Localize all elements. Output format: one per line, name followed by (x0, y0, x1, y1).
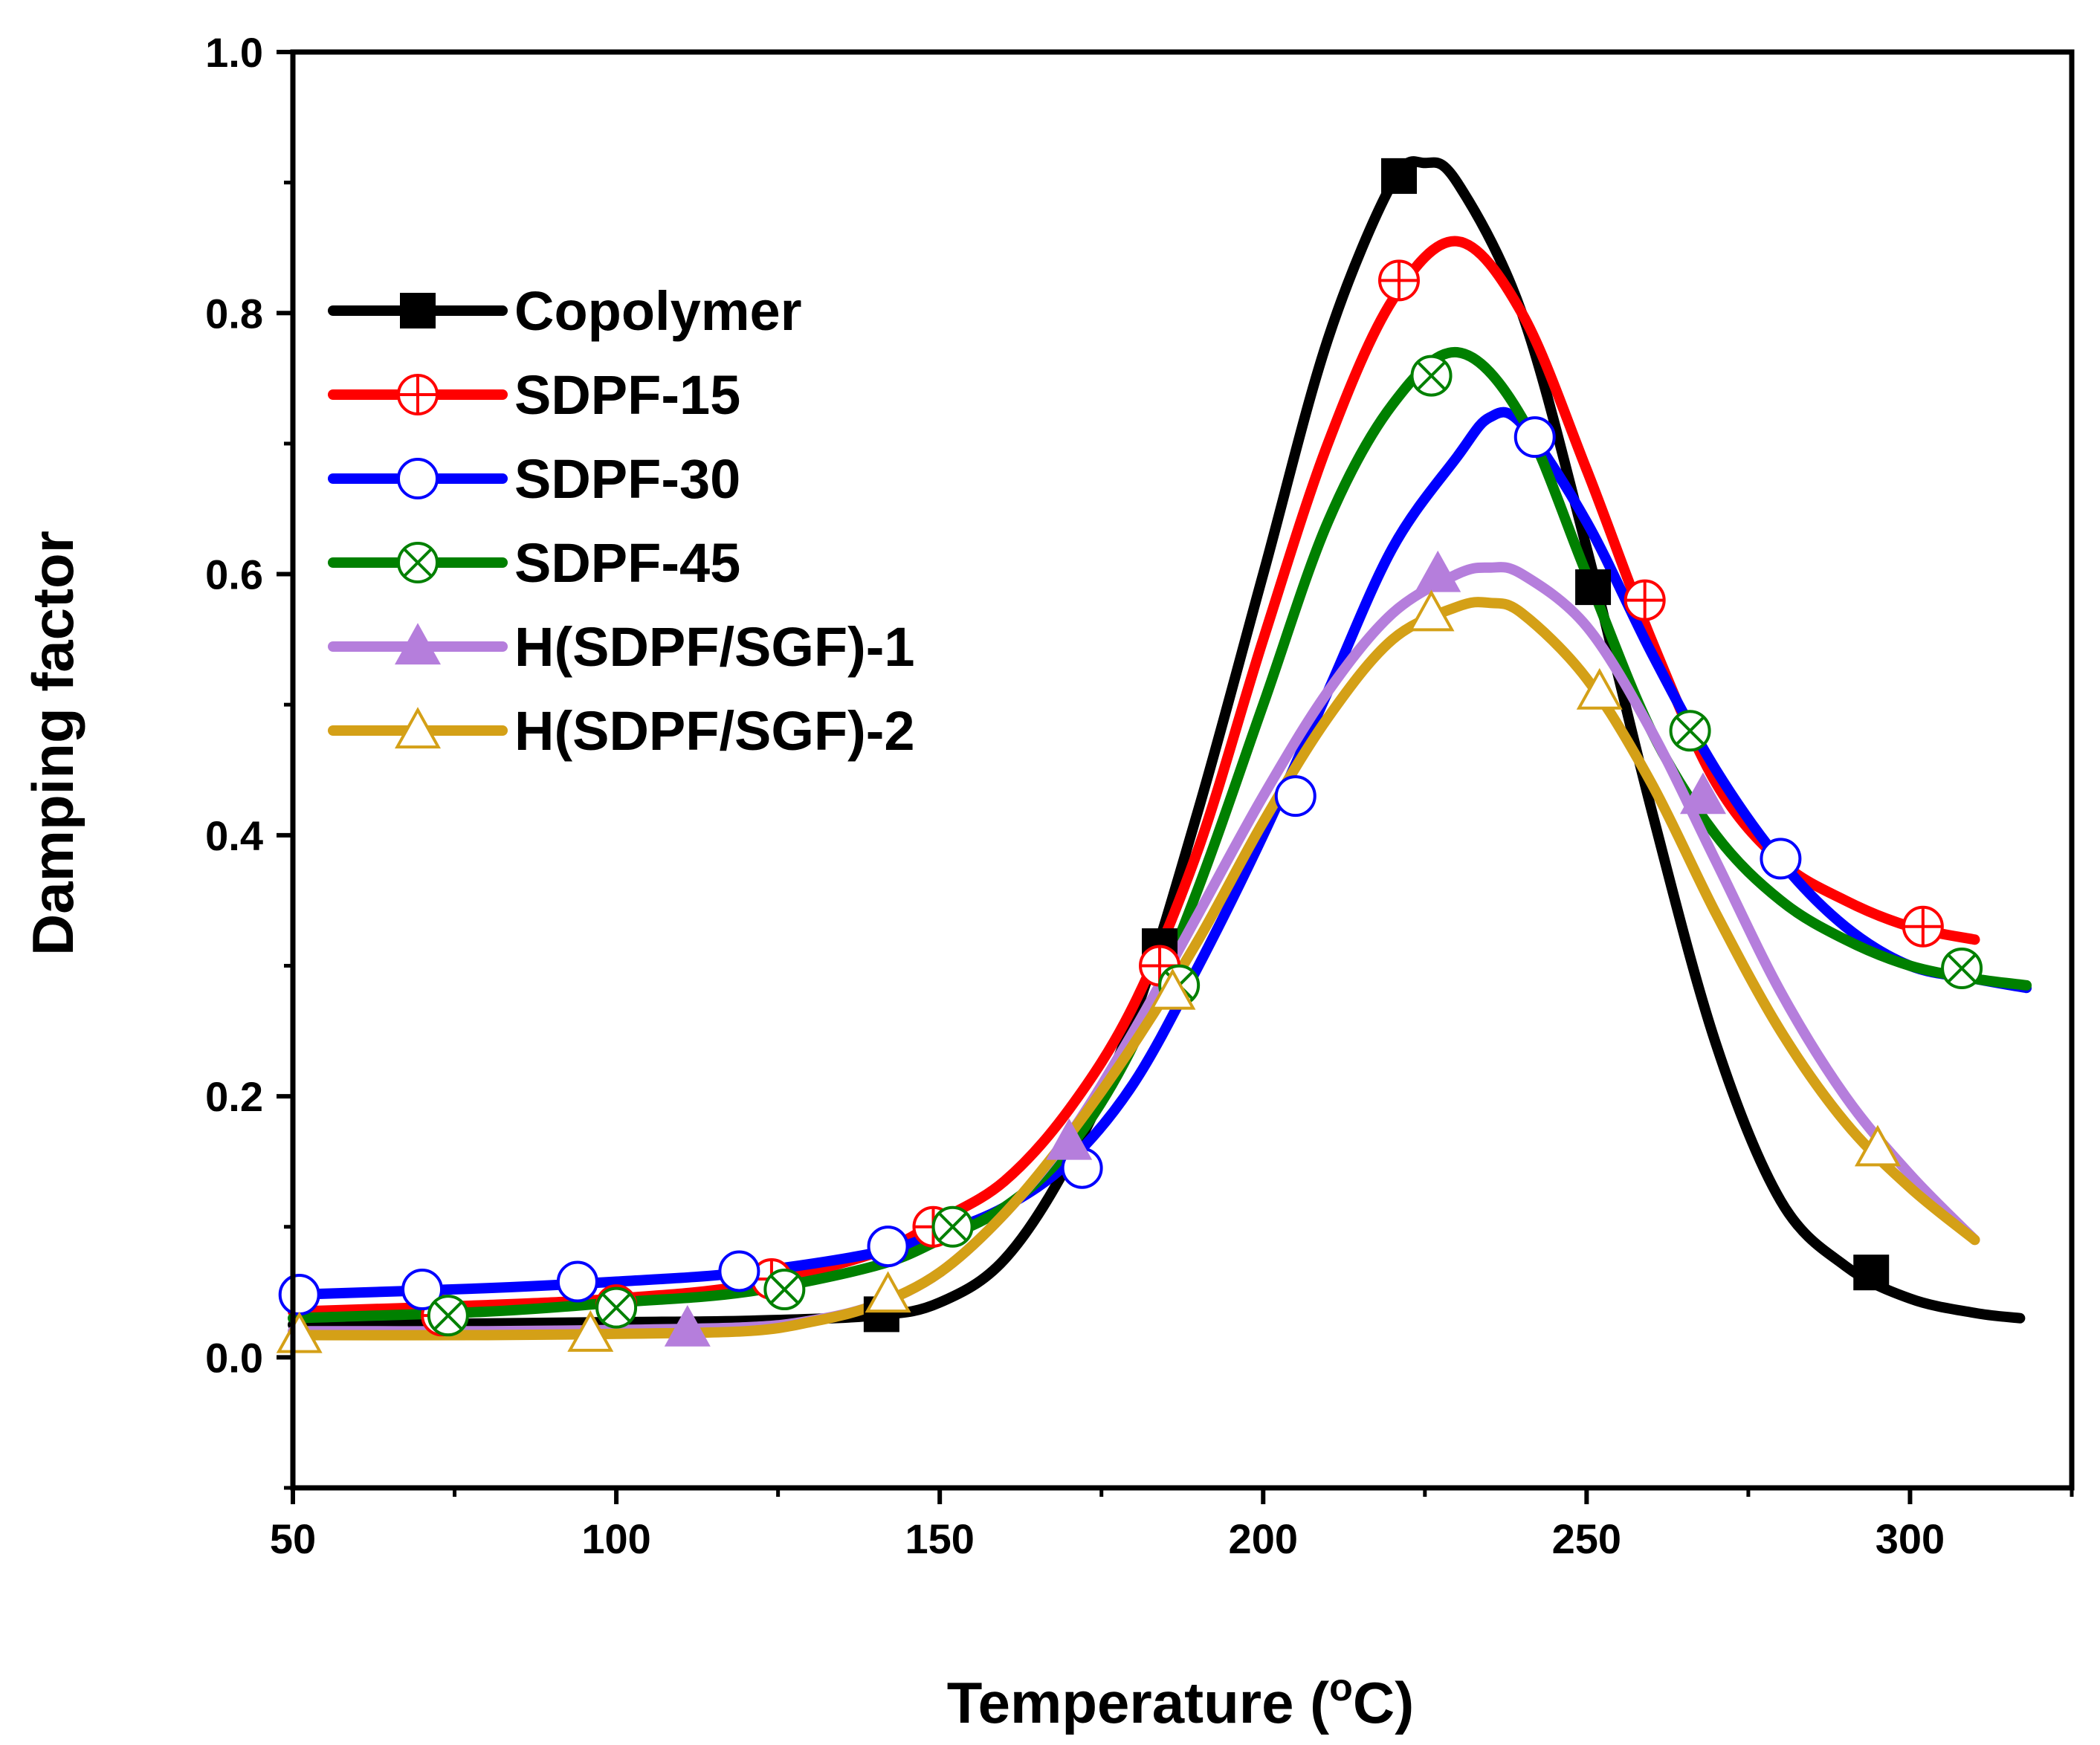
legend-entry-sdpf-30: SDPF-30 (328, 448, 740, 510)
legend-marker (397, 374, 439, 415)
legend-marker (400, 293, 436, 328)
legend: Copolymer SDPF-15 SDPF-30 SDPF-45 H(SDPF/SGF… (328, 280, 915, 762)
series-line-h-sdpf-sgf-2 (288, 597, 1980, 1341)
data-point-copolymer (1575, 569, 1612, 606)
data-point-copolymer (1381, 158, 1418, 194)
x-tick-label: 50 (270, 1515, 316, 1562)
data-point-h-sdpf-sgf-1 (1046, 1118, 1093, 1160)
legend-marker (397, 458, 439, 499)
legend-label: H(SDPF/SGF)-1 (514, 616, 915, 678)
legend-label: Copolymer (514, 280, 802, 342)
y-tick-label: 0.6 (205, 551, 263, 598)
x-tick-label: 150 (905, 1515, 974, 1562)
x-tick-label: 250 (1552, 1515, 1621, 1562)
y-tick-label: 1.0 (205, 29, 263, 76)
x-axis-title-unit: C) (1353, 1670, 1414, 1735)
legend-label: H(SDPF/SGF)-2 (514, 700, 915, 762)
series-line-h-sdpf-sgf-1 (288, 562, 1980, 1337)
data-point-h-sdpf-sgf-2 (1576, 667, 1623, 710)
data-point-sdpf-15 (1378, 259, 1421, 302)
data-point-h-sdpf-sgf-1 (1415, 550, 1461, 592)
data-point-sdpf-45 (763, 1269, 806, 1311)
legend-marker (395, 623, 441, 665)
y-tick-label: 0.4 (205, 812, 263, 859)
data-point-sdpf-30 (1513, 416, 1556, 459)
data-point-h-sdpf-sgf-2 (567, 1310, 614, 1352)
legend-label: SDPF-15 (514, 364, 740, 426)
x-axis-title: Temperature (oC) (947, 1666, 1414, 1735)
data-point-sdpf-45 (931, 1205, 974, 1248)
legend-label: SDPF-30 (514, 448, 740, 510)
data-point-sdpf-15 (1624, 579, 1666, 621)
legend-entry-sdpf-15: SDPF-15 (328, 364, 740, 426)
data-point-copolymer (1853, 1254, 1890, 1291)
legend-entry-sdpf-45: SDPF-45 (328, 532, 740, 594)
data-point-h-sdpf-sgf-2 (1854, 1124, 1901, 1167)
data-point-sdpf-30 (278, 1274, 320, 1316)
data-point-h-sdpf-sgf-2 (1408, 589, 1455, 632)
x-axis-title-text: Temperature ( (947, 1670, 1329, 1735)
legend-label: SDPF-45 (514, 532, 740, 594)
y-tick-label: 0.0 (205, 1334, 263, 1381)
data-point-h-sdpf-sgf-2 (276, 1311, 323, 1353)
data-point-sdpf-45 (1941, 947, 1983, 989)
legend-marker (397, 542, 439, 583)
data-point-sdpf-15 (1902, 905, 1944, 948)
data-point-sdpf-30 (718, 1250, 760, 1292)
y-tick-label: 0.2 (205, 1073, 263, 1120)
legend-entry-h-sdpf-sgf-2: H(SDPF/SGF)-2 (328, 700, 915, 762)
data-point-sdpf-30 (1760, 838, 1802, 880)
data-point-sdpf-30 (1274, 775, 1316, 818)
data-point-sdpf-30 (556, 1260, 598, 1303)
data-point-sdpf-45 (427, 1295, 469, 1337)
data-point-h-sdpf-sgf-1 (1679, 772, 1726, 815)
marker-layer (276, 158, 1983, 1353)
data-point-sdpf-45 (1410, 354, 1453, 397)
legend-marker (395, 707, 441, 749)
data-point-sdpf-45 (595, 1286, 638, 1329)
x-axis-title-superscript: o (1329, 1666, 1353, 1709)
data-point-h-sdpf-sgf-1 (664, 1305, 711, 1347)
legend-entry-h-sdpf-sgf-1: H(SDPF/SGF)-1 (328, 616, 915, 678)
data-point-sdpf-30 (401, 1269, 444, 1311)
data-point-sdpf-45 (1669, 710, 1711, 752)
legend-entry-copolymer: Copolymer (328, 280, 802, 342)
x-tick-label: 100 (581, 1515, 650, 1562)
plot-frame (290, 49, 2075, 1491)
data-point-h-sdpf-sgf-2 (865, 1271, 911, 1313)
y-tick-label: 0.8 (205, 290, 263, 337)
ticks-layer: 50 100 150 200 250 300 0.0 0.2 0.4 0.6 0.8 1.0 (205, 29, 2074, 1562)
y-axis-title: Damping factor (20, 531, 85, 956)
data-point-h-sdpf-sgf-2 (1149, 968, 1196, 1010)
x-tick-label: 300 (1876, 1515, 1945, 1562)
x-tick-label: 200 (1229, 1515, 1298, 1562)
data-point-sdpf-30 (867, 1226, 909, 1268)
